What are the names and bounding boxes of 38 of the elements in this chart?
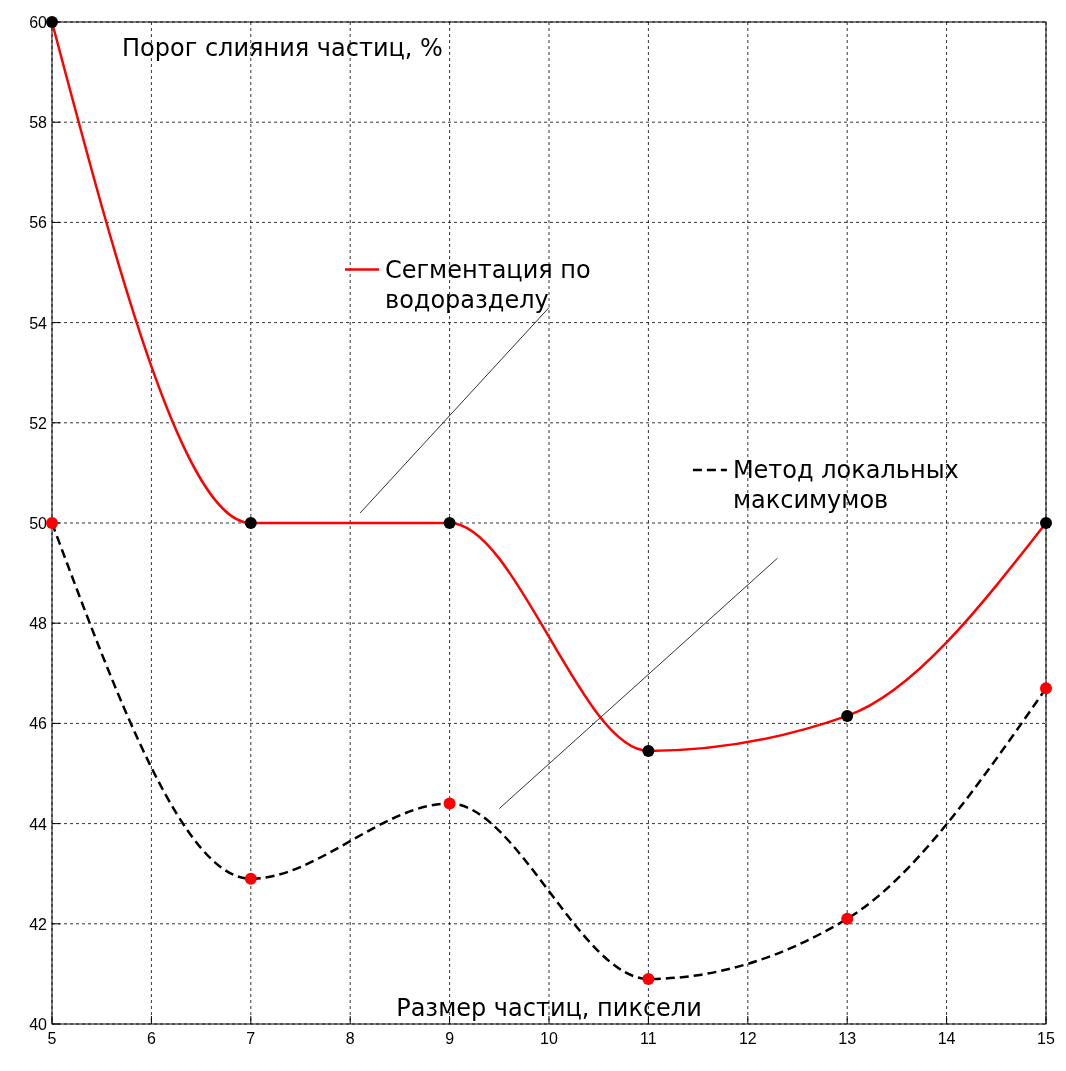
y-tick-label: 44 xyxy=(29,815,48,833)
point xyxy=(46,16,58,28)
y-tick-label: 50 xyxy=(29,515,48,532)
y-tick-label: 40 xyxy=(29,1016,48,1033)
legend-label: Метод локальных максимумов xyxy=(732,455,959,514)
point xyxy=(1040,682,1052,695)
point xyxy=(443,797,456,810)
x-tick-label: 10 xyxy=(540,1030,558,1047)
point xyxy=(443,517,456,529)
x-tick-label: 13 xyxy=(838,1030,857,1047)
y-tick-label: 58 xyxy=(29,114,48,132)
y-tick-label: 42 xyxy=(29,915,48,933)
x-tick-label: 9 xyxy=(445,1030,455,1047)
point xyxy=(1040,517,1052,529)
point xyxy=(841,709,854,722)
point xyxy=(841,912,854,925)
y-tick-label: 46 xyxy=(29,715,48,733)
y-tick-label: 60 xyxy=(29,14,48,31)
y-axis-title: Порог слияния частиц, % xyxy=(122,34,443,62)
x-tick-label: 6 xyxy=(146,1030,156,1047)
x-tick-label: 12 xyxy=(738,1030,757,1047)
point xyxy=(642,972,655,985)
point xyxy=(642,744,655,757)
point xyxy=(244,872,257,885)
y-tick-label: 54 xyxy=(29,314,48,332)
legend-label: Сегментация по водоразделу xyxy=(384,255,591,314)
point xyxy=(46,517,58,529)
x-tick-label: 8 xyxy=(345,1030,355,1047)
point xyxy=(244,517,257,529)
x-axis-title: Размер частиц, пиксели xyxy=(396,994,702,1022)
y-tick-label: 52 xyxy=(29,414,48,432)
x-tick-label: 15 xyxy=(1037,1030,1055,1047)
x-tick-label: 11 xyxy=(640,1030,657,1047)
y-tick-label: 48 xyxy=(29,615,48,633)
x-tick-label: 14 xyxy=(937,1030,956,1047)
y-tick-label: 56 xyxy=(29,214,48,232)
x-tick-label: 7 xyxy=(246,1030,256,1047)
x-tick-label: 5 xyxy=(47,1030,57,1047)
